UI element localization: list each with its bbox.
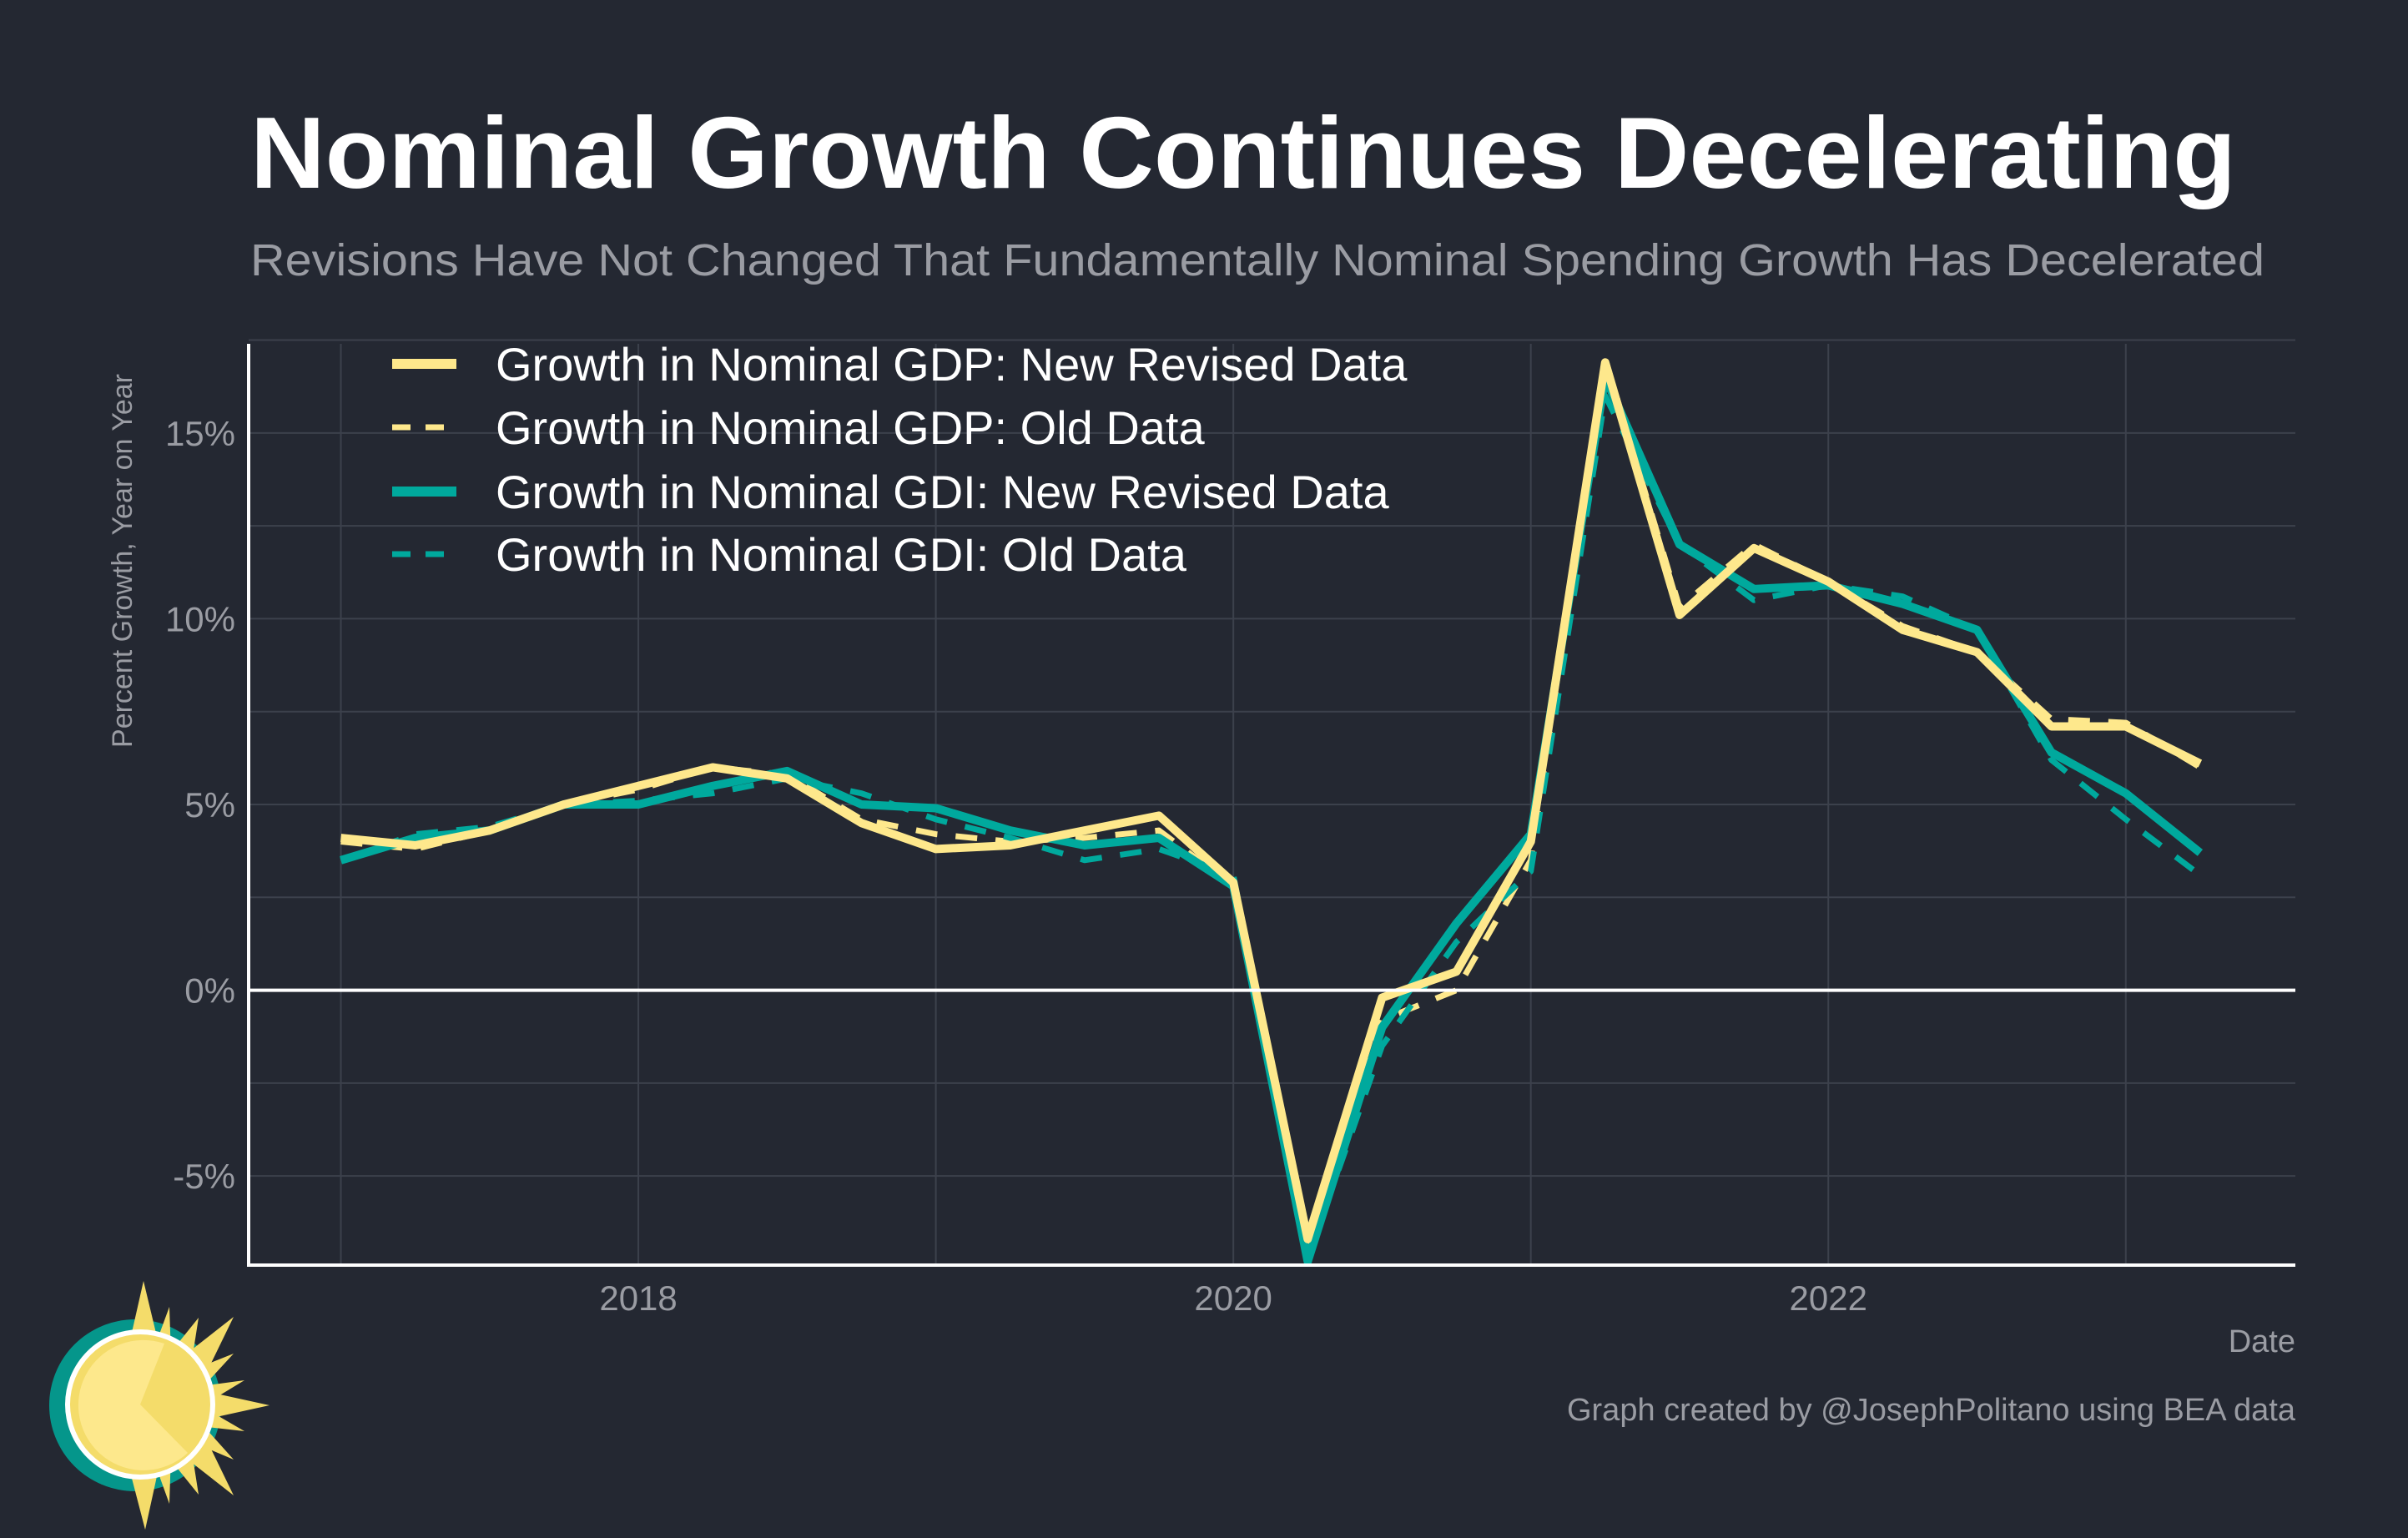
legend-label: Growth in Nominal GDP: Old Data [496,401,1205,454]
legend: Growth in Nominal GDP: New Revised Data G… [392,338,1408,581]
axes [247,344,2295,1267]
y-tick-label: 15% [165,414,235,453]
chart-title: Nominal Growth Continues Decelerating [250,96,2236,209]
legend-label: Growth in Nominal GDI: Old Data [496,528,1187,581]
x-tick-label: 2022 [1790,1278,1867,1318]
y-tick-label: 5% [184,785,235,824]
y-axis-label: Percent Growth, Year on Year [107,374,139,748]
series-line-0 [340,358,2203,1243]
tick-labels: -5% 0% 5% 10% 15% 2018 2020 2022 [165,414,1867,1318]
series-lines [340,356,2204,1266]
legend-label: Growth in Nominal GDP: New Revised Data [496,338,1408,391]
x-tick-label: 2020 [1194,1278,1272,1318]
x-axis-label: Date [2229,1324,2295,1359]
legend-label: Growth in Nominal GDI: New Revised Data [496,466,1389,518]
credit-text: Graph created by @JosephPolitano using B… [1567,1393,2296,1428]
x-tick-label: 2018 [599,1278,677,1318]
y-tick-label: -5% [173,1157,235,1196]
y-tick-label: 0% [184,971,235,1011]
sun-logo [49,1281,270,1530]
y-tick-label: 10% [165,599,235,638]
chart-subtitle: Revisions Have Not Changed That Fundamen… [250,235,2264,285]
logo-sun-highlight [78,1339,188,1470]
